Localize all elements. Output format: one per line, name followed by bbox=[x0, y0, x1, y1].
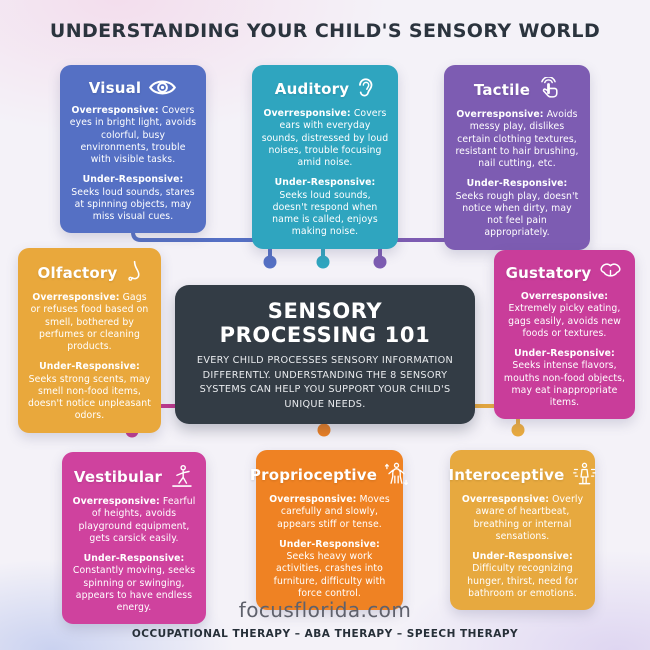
over-text: Fearful of heights, avoids playground eq… bbox=[78, 496, 196, 544]
under-text: Seeks intense flavors, mouths non-food o… bbox=[503, 360, 626, 409]
under-label: Under-Responsive: bbox=[279, 538, 380, 550]
card-title: Proprioceptive bbox=[249, 465, 378, 484]
under-text: Seeks loud sounds, stares at spinning ob… bbox=[71, 186, 195, 223]
over-label: Overresponsive: bbox=[456, 109, 544, 120]
center-description: EVERY CHILD PROCESSES SENSORY INFORMATIO… bbox=[196, 355, 454, 410]
card-title: Gustatory bbox=[505, 264, 592, 282]
card-interoceptive: Interoceptive Overresponsive: Overly awa… bbox=[448, 450, 597, 611]
card-tactile: Tactile Overresponsive: Avoids messy pla… bbox=[444, 65, 590, 250]
card-title: Auditory bbox=[274, 80, 350, 98]
card-title: Tactile bbox=[473, 80, 531, 99]
card-title: Vestibular bbox=[73, 467, 163, 486]
card-auditory: Auditory Overresponsive: Covers ears wit… bbox=[252, 65, 398, 249]
card-gustatory: Gustatory Overresponsive: Extremely pick… bbox=[494, 250, 635, 420]
body-signals-icon bbox=[572, 462, 597, 487]
over-label: Overresponsive: bbox=[520, 291, 609, 302]
card-title: Interoceptive bbox=[448, 465, 565, 484]
over-text: Covers ears with everyday sounds, distre… bbox=[261, 108, 389, 169]
ear-icon bbox=[356, 77, 375, 101]
tongue-icon bbox=[598, 262, 623, 284]
eye-icon bbox=[148, 77, 177, 98]
under-text: Seeks loud sounds, doesn't respond when … bbox=[272, 189, 378, 238]
under-text: Difficulty recognizing hunger, thirst, n… bbox=[467, 563, 578, 599]
under-text: Seeks strong scents, may smell non-food … bbox=[27, 373, 152, 422]
over-text: Avoids messy play, dislikes certain clot… bbox=[455, 109, 579, 170]
under-text: Seeks heavy work activities, crashes int… bbox=[273, 551, 386, 599]
card-olfactory: Olfactory Overresponsive: Gags or refuse… bbox=[18, 248, 161, 433]
balance-icon bbox=[169, 464, 194, 489]
card-vestibular: Vestibular Overresponsive: Fearful of he… bbox=[62, 452, 206, 625]
over-label: Overresponsive: bbox=[461, 494, 550, 505]
over-label: Overresponsive: bbox=[71, 105, 159, 116]
over-label: Overresponsive: bbox=[72, 496, 160, 507]
under-label: Under-Responsive: bbox=[83, 553, 185, 565]
footer-tagline: OCCUPATIONAL THERAPY – ABA THERAPY – SPE… bbox=[131, 628, 519, 640]
under-label: Under-Responsive: bbox=[39, 361, 140, 373]
page-title: UNDERSTANDING YOUR CHILD'S SENSORY WORLD bbox=[49, 20, 601, 42]
under-text: Seeks rough play, doesn't notice when di… bbox=[455, 190, 579, 239]
over-text: Extremely picky eating, gags easily, avo… bbox=[508, 303, 621, 339]
center-box: SENSORY PROCESSING 101 EVERY CHILD PROCE… bbox=[175, 285, 475, 425]
under-label: Under-Responsive: bbox=[514, 348, 615, 360]
over-label: Overresponsive: bbox=[269, 494, 357, 505]
under-text: Constantly moving, seeks spinning or swi… bbox=[72, 565, 196, 614]
over-text: Overly aware of heartbeat, breathing or … bbox=[473, 494, 584, 542]
center-title: SENSORY PROCESSING 101 bbox=[219, 299, 431, 347]
over-text: Gags or refuses food based on smell, bot… bbox=[30, 292, 149, 353]
touch-icon bbox=[537, 77, 560, 102]
under-label: Under-Responsive: bbox=[472, 551, 573, 563]
over-label: Overresponsive: bbox=[263, 108, 351, 119]
card-proprioceptive: Proprioceptive Overresponsive: Moves car… bbox=[250, 450, 409, 611]
under-label: Under-Responsive: bbox=[274, 177, 376, 189]
card-visual: Visual Overresponsive: Covers eyes in br… bbox=[60, 65, 206, 234]
under-label: Under-Responsive: bbox=[82, 174, 184, 186]
body-arrows-icon bbox=[384, 462, 409, 487]
under-label: Under-Responsive: bbox=[466, 178, 568, 190]
nose-icon bbox=[124, 260, 141, 285]
card-title: Olfactory bbox=[37, 263, 118, 282]
over-text: Moves carefully and slowly, appears stif… bbox=[277, 494, 390, 530]
website-url: focusflorida.com bbox=[238, 598, 412, 622]
over-text: Covers eyes in bright light, avoids colo… bbox=[69, 105, 197, 166]
over-label: Overresponsive: bbox=[32, 292, 120, 303]
card-title: Visual bbox=[88, 78, 142, 97]
